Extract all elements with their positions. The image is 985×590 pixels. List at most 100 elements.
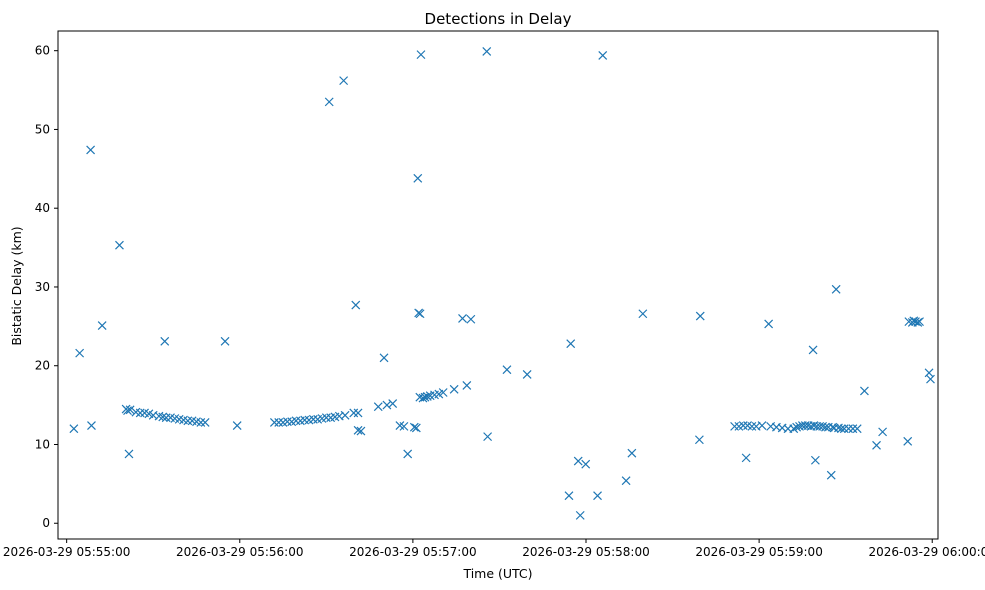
data-point xyxy=(638,309,648,319)
data-points xyxy=(69,47,935,520)
y-axis-ticks: 0 10 20 30 40 50 60 xyxy=(35,44,58,530)
data-point xyxy=(220,336,230,346)
chart-title: Detections in Delay xyxy=(425,10,572,28)
data-point xyxy=(860,386,869,396)
y-tick-label: 0 xyxy=(42,516,50,530)
data-point xyxy=(300,415,310,425)
data-point xyxy=(123,406,132,416)
data-point xyxy=(321,413,331,423)
data-point xyxy=(694,435,704,445)
data-point xyxy=(349,408,359,418)
data-point xyxy=(598,50,608,60)
y-tick-label: 10 xyxy=(35,437,50,451)
data-point xyxy=(839,424,849,434)
y-tick-label: 40 xyxy=(35,201,50,215)
data-point xyxy=(411,423,421,433)
data-point xyxy=(764,319,774,329)
data-point xyxy=(399,421,409,431)
data-point xyxy=(353,425,363,435)
data-point xyxy=(792,422,802,432)
data-point xyxy=(409,422,419,432)
data-point xyxy=(200,418,210,427)
x-tick-label: 2026-03-29 05:56:00 xyxy=(176,545,303,559)
data-point xyxy=(269,418,279,427)
data-point xyxy=(483,432,493,442)
data-point xyxy=(75,348,85,358)
data-point xyxy=(831,284,841,294)
data-point xyxy=(826,470,836,480)
data-point xyxy=(848,424,858,434)
data-point xyxy=(621,476,631,486)
data-point xyxy=(415,309,425,319)
data-point xyxy=(232,421,242,431)
data-point xyxy=(420,392,430,402)
x-tick-label: 2026-03-29 05:57:00 xyxy=(349,545,476,559)
data-point xyxy=(829,423,839,433)
data-point xyxy=(324,97,334,107)
x-tick-label: 2026-03-29 06:00:00 xyxy=(869,545,985,559)
data-point xyxy=(458,314,467,323)
data-point xyxy=(161,413,171,423)
data-point xyxy=(482,47,492,56)
x-tick-label: 2026-03-29 05:55:00 xyxy=(3,545,130,559)
data-point xyxy=(403,449,413,459)
data-point xyxy=(308,414,318,424)
data-point xyxy=(502,365,512,375)
x-tick-label: 2026-03-29 05:59:00 xyxy=(695,545,822,559)
data-point xyxy=(738,421,748,431)
y-tick-label: 50 xyxy=(35,122,50,136)
data-point xyxy=(125,405,135,415)
data-point xyxy=(466,314,476,324)
data-point xyxy=(903,436,913,446)
data-point xyxy=(282,417,292,427)
data-point xyxy=(581,459,591,469)
data-point xyxy=(382,400,392,410)
y-axis-label: Bistatic Delay (km) xyxy=(9,226,24,345)
data-point xyxy=(573,456,583,466)
data-point xyxy=(872,440,881,450)
data-point xyxy=(593,491,602,501)
data-point xyxy=(86,145,96,155)
data-point xyxy=(836,424,846,434)
data-point xyxy=(158,412,168,422)
x-axis-ticks: 2026-03-29 05:55:00 2026-03-29 05:56:00 20… xyxy=(3,539,985,559)
data-point xyxy=(183,416,193,426)
data-point xyxy=(926,374,935,384)
data-point xyxy=(911,317,920,327)
plot-frame xyxy=(57,30,939,540)
data-point xyxy=(462,380,472,390)
data-point xyxy=(416,50,426,60)
data-point xyxy=(135,408,145,418)
plot-area xyxy=(57,30,939,540)
data-point xyxy=(356,426,366,436)
data-point xyxy=(274,418,284,427)
data-point xyxy=(438,388,448,397)
data-point xyxy=(388,399,398,408)
data-point xyxy=(160,336,170,346)
data-point xyxy=(789,424,799,434)
data-point xyxy=(339,76,349,86)
data-point xyxy=(353,408,363,418)
data-point xyxy=(351,300,361,310)
data-point xyxy=(413,173,423,183)
data-point xyxy=(810,455,820,465)
data-point xyxy=(97,321,107,330)
data-point xyxy=(69,424,79,434)
data-point xyxy=(730,421,740,431)
data-point xyxy=(115,240,124,250)
data-point xyxy=(757,421,767,431)
data-point xyxy=(852,424,862,434)
data-point xyxy=(291,416,301,426)
data-point xyxy=(821,422,830,432)
data-point xyxy=(741,453,751,463)
data-point xyxy=(695,311,705,321)
data-point xyxy=(87,421,96,431)
x-tick-label: 2026-03-29 05:58:00 xyxy=(522,545,649,559)
data-point xyxy=(566,339,576,349)
data-point xyxy=(844,424,853,434)
y-tick-label: 20 xyxy=(35,359,50,373)
data-point xyxy=(913,317,923,327)
data-point xyxy=(449,384,459,394)
data-point xyxy=(747,421,757,431)
